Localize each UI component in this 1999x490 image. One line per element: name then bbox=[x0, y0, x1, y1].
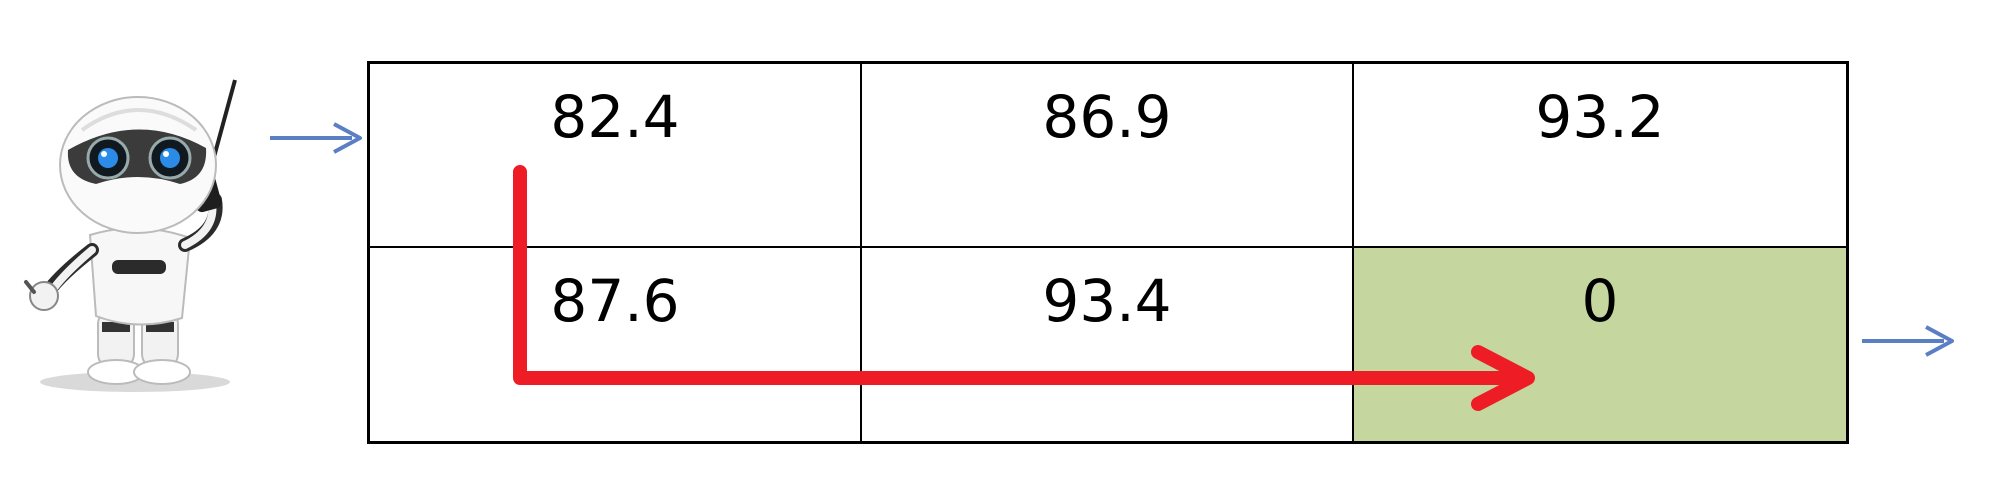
robot-icon bbox=[24, 79, 237, 392]
grid-cell-r1c2: 86.9 bbox=[862, 64, 1354, 248]
cell-value: 0 bbox=[1581, 267, 1619, 335]
grid-cell-r1c1: 82.4 bbox=[370, 64, 862, 248]
goal-cell: 0 bbox=[1354, 248, 1846, 441]
cell-value: 87.6 bbox=[550, 267, 680, 335]
grid-cell-r2c1: 87.6 bbox=[370, 248, 862, 441]
value-grid: 82.4 86.9 93.2 87.6 93.4 0 bbox=[367, 61, 1849, 444]
grid-cell-r1c3: 93.2 bbox=[1354, 64, 1846, 248]
grid-cell-r2c2: 93.4 bbox=[862, 248, 1354, 441]
cell-value: 93.4 bbox=[1042, 267, 1172, 335]
cell-value: 86.9 bbox=[1042, 83, 1172, 151]
cell-value: 82.4 bbox=[550, 83, 680, 151]
cell-value: 93.2 bbox=[1535, 83, 1665, 151]
